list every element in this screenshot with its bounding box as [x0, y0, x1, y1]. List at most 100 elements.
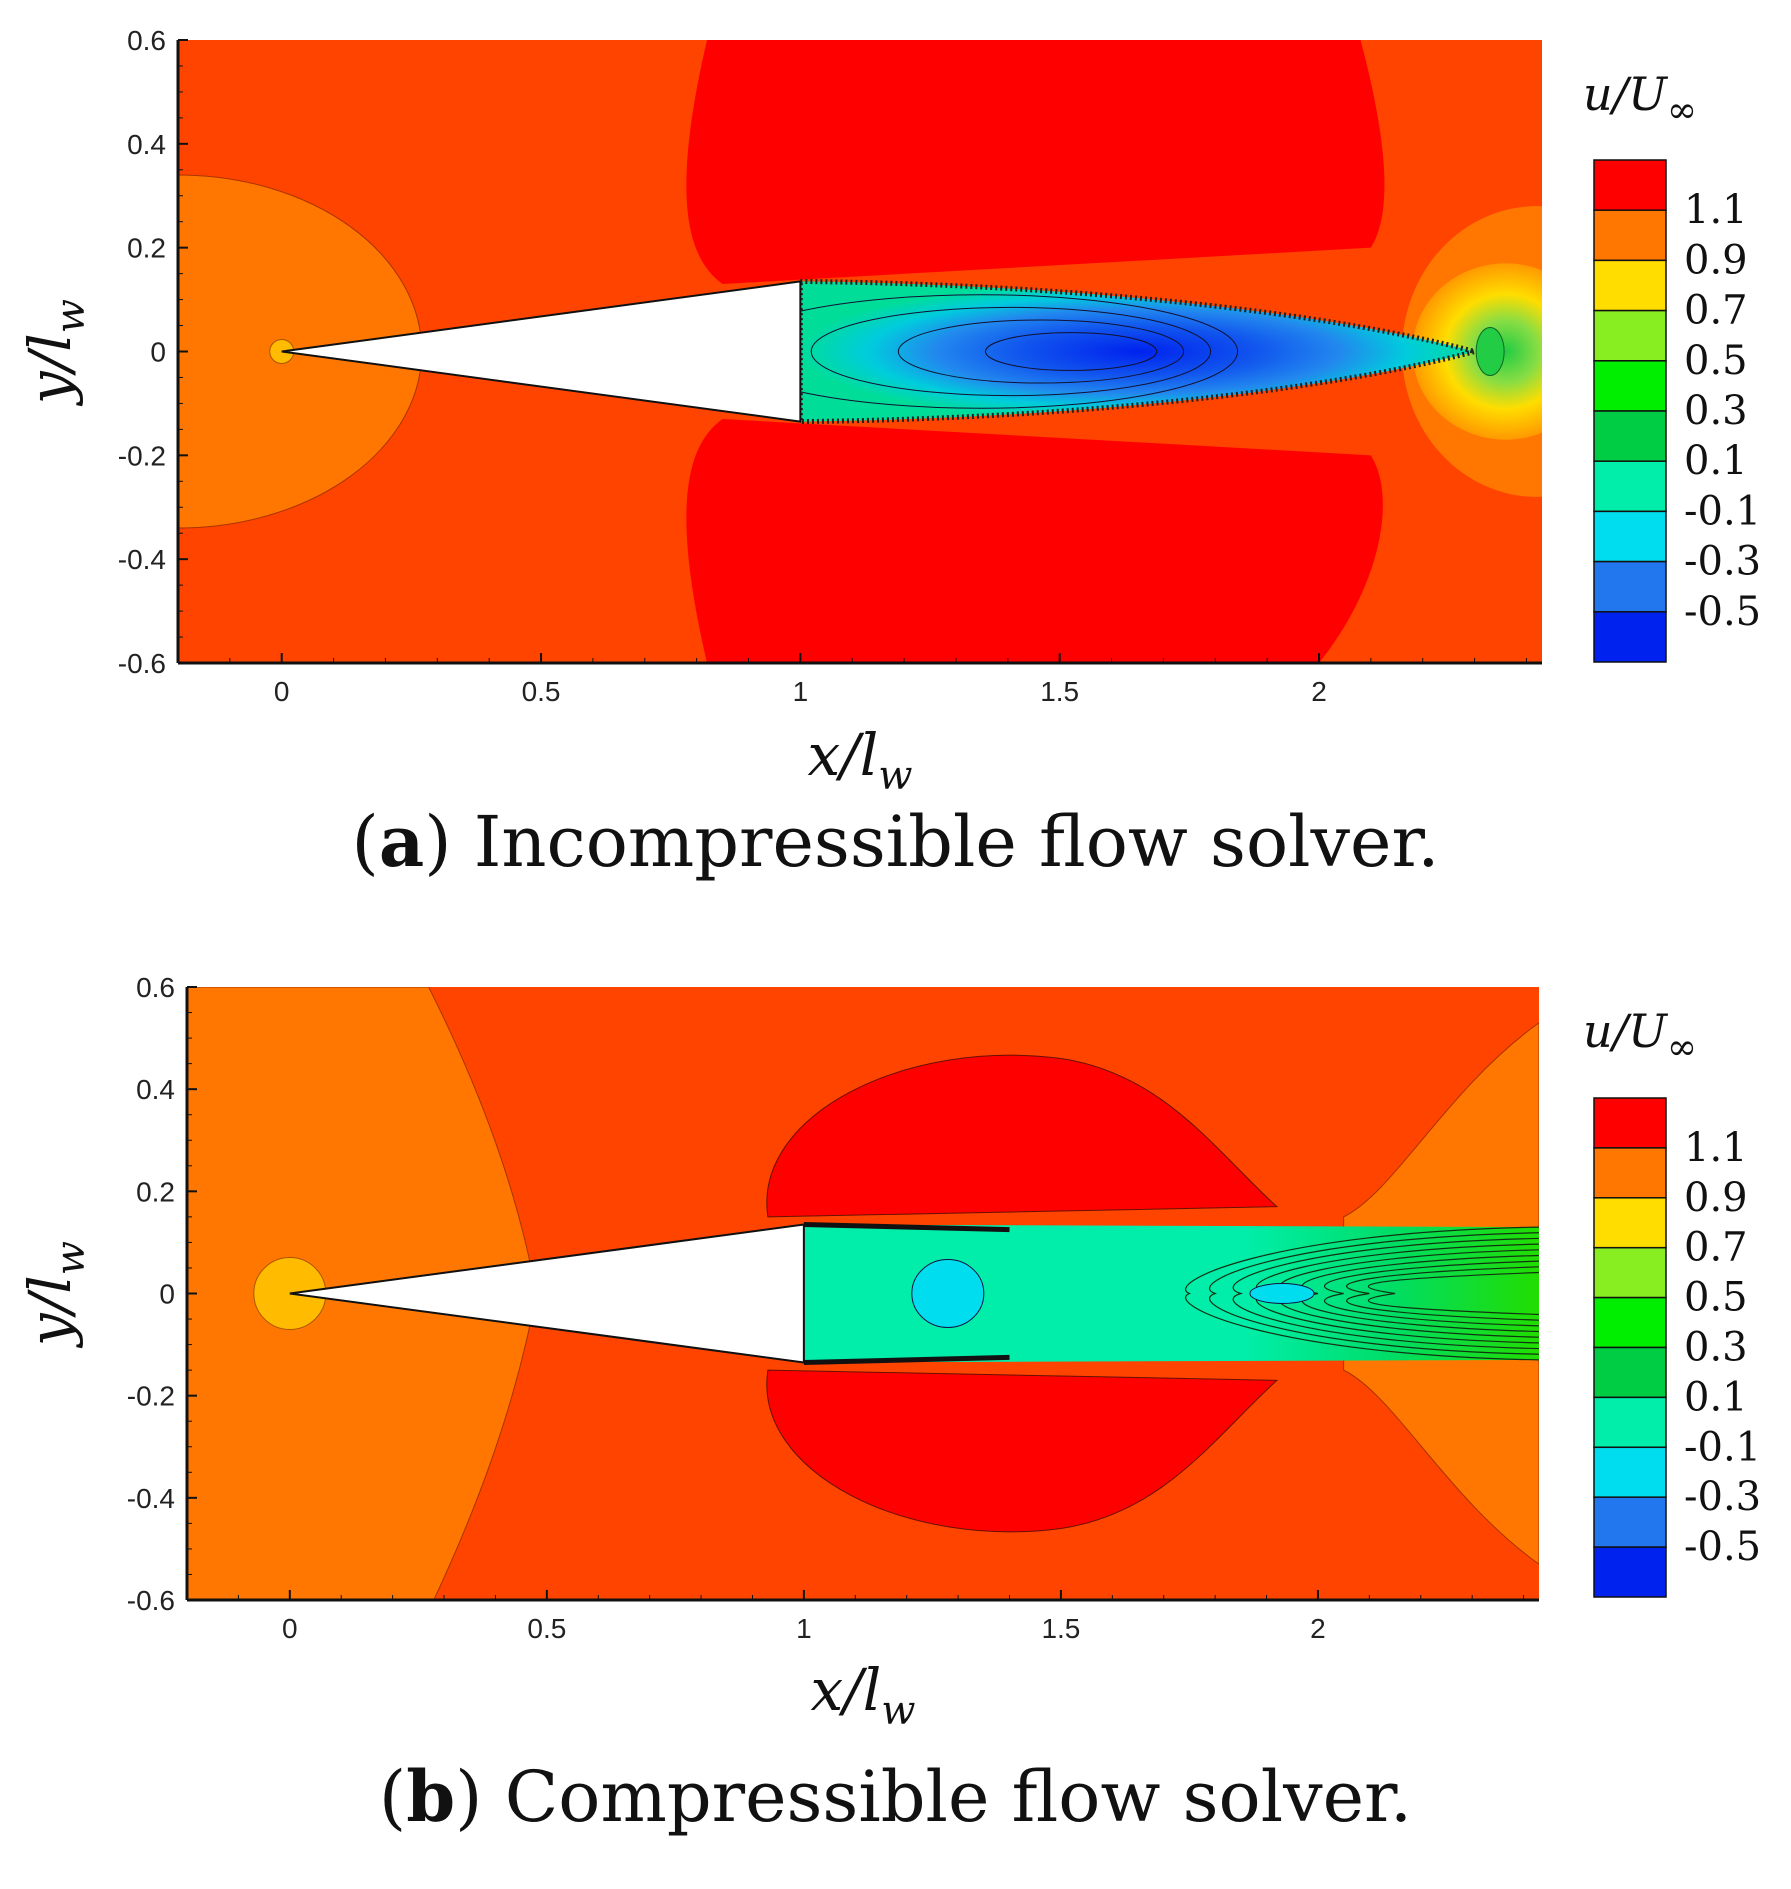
colorbar-level-label: -0.1: [1684, 488, 1761, 534]
colorbar-level-label: 1.1: [1684, 1125, 1748, 1171]
wake-region: [803, 1224, 1539, 1363]
contour-plot-b: 0 0.5 1 1.5 2-0.6-0.4-0.200.20.40.6x/lwy/lw …: [16, 972, 1761, 1734]
colorbar-title-sub: ∞: [1667, 90, 1697, 131]
wake-contour: [1209, 1232, 1539, 1355]
x-tick-label: 0: [282, 1613, 298, 1644]
y-tick-label: 0.4: [136, 1074, 175, 1105]
colorbar-level-label: -0.5: [1684, 1524, 1761, 1570]
panel-a: 0 0.5 1 1.5 2 -0.6 -0.4 -0.2 0 0.2 0.4 0.6 x/lw y/lw …: [16, 25, 1761, 883]
y-tick-label: 0.6: [136, 972, 175, 1003]
x-tick-label: 0: [274, 676, 290, 707]
contour-plot-a: 0 0.5 1 1.5 2-0.6-0.4-0.200.20.40.6x/lwy/lw …: [16, 25, 1761, 799]
wedge-body: [289, 1223, 805, 1364]
wake-contour: [1346, 1266, 1539, 1321]
wake-contour: [810, 306, 1212, 397]
colorbar-swatch: [1593, 1296, 1667, 1349]
x-tick-label: 1: [796, 1613, 812, 1644]
colorbar-swatch: [1593, 309, 1667, 362]
colorbar-level-label: 0.3: [1684, 388, 1748, 434]
colorbar-swatch: [1593, 1346, 1667, 1399]
colorbar-title: u/U∞: [1583, 67, 1697, 131]
colorbar-swatch: [1593, 1396, 1667, 1449]
colorbar-level-label: 0.7: [1684, 1225, 1748, 1271]
colorbar-level-label: 0.1: [1684, 438, 1748, 484]
shear-layer: [803, 1354, 1010, 1365]
wake-contour: [1301, 1254, 1539, 1333]
shear-layer: [803, 1222, 1010, 1233]
colorbar-swatch: [1593, 209, 1667, 262]
colorbar-level-label: 0.9: [1684, 237, 1748, 283]
colorbar-level-label: -0.3: [1684, 539, 1761, 585]
y-tick-label: -0.2: [118, 440, 166, 471]
wake-contour: [985, 332, 1158, 371]
colorbar-swatch: [1593, 360, 1667, 412]
colorbar-swatch: [1593, 510, 1667, 563]
colorbar-swatch: [1593, 1496, 1667, 1548]
x-tick-label: 0.5: [527, 1613, 566, 1644]
recirculation-spot: [911, 1259, 985, 1328]
high-speed-region-upper: [686, 40, 1385, 285]
x-tick-label: 2: [1310, 1613, 1326, 1644]
colorbar-level-label: 1.1: [1684, 187, 1748, 233]
colorbar-a: 1.10.9 0.70.50.30.1-0.1 -0.3-0.5 u/U∞: [1583, 67, 1761, 663]
colorbar-level-label: 0.3: [1684, 1325, 1748, 1371]
wake-region: [797, 278, 1485, 425]
x-axis-title: x/lw: [810, 1656, 915, 1734]
wake-contour: [1232, 1237, 1539, 1350]
colorbar-level-label: -0.3: [1684, 1474, 1761, 1520]
caption-text-a: Incompressible flow solver.: [451, 801, 1440, 883]
colorbar-swatch: [1593, 259, 1667, 312]
y-axis-title-sub: w: [48, 1241, 94, 1275]
colorbar-level-label: -0.1: [1684, 1424, 1761, 1470]
flow-field-b: [187, 987, 1539, 1600]
caption-text-b: Compressible flow solver.: [482, 1756, 1413, 1838]
colorbar-level-label: 0.1: [1684, 1374, 1748, 1420]
y-axis-title: y/lw: [16, 299, 94, 407]
x-tick-label: 1.5: [1041, 1613, 1080, 1644]
y-axis-title-sub: w: [48, 299, 94, 333]
x-axis-title: x/lw: [807, 721, 912, 799]
y-tick-label: -0.6: [118, 648, 166, 679]
colorbar-b: 1.10.90.70.50.30.1-0.1-0.3-0.5 u/U∞: [1583, 1004, 1761, 1598]
x-axis-title-sub: w: [878, 753, 912, 799]
x-tick-label: 1.5: [1040, 676, 1079, 707]
colorbar-title: u/U∞: [1583, 1004, 1697, 1068]
high-speed-region-lower: [766, 1369, 1279, 1533]
y-tick-label: 0.6: [127, 25, 166, 56]
colorbar-swatch: [1593, 1546, 1667, 1598]
high-speed-region-upper: [766, 1054, 1279, 1218]
colorbar-swatch: [1593, 460, 1667, 513]
y-tick-label: 0.2: [127, 233, 166, 264]
caption-letter-b: b: [406, 1755, 456, 1838]
colorbar-swatch: [1593, 159, 1667, 211]
x-tick-label: 0.5: [522, 676, 561, 707]
colorbar-swatch: [1593, 1197, 1667, 1249]
colorbar-swatch: [1593, 1097, 1667, 1149]
y-tick-label: 0: [150, 337, 166, 368]
axes-b: 0 0.5 1 1.5 2 -0.6 -0.4 -0.2 0 0.2 0.4 0.6 x/lw y/lw: [16, 972, 1539, 1734]
caption-letter-a: a: [378, 800, 425, 883]
y-tick-label: 0.4: [127, 129, 166, 160]
colorbar-level-label: -0.5: [1684, 589, 1761, 635]
colorbar-swatch: [1593, 1246, 1667, 1299]
high-speed-region-lower: [686, 418, 1383, 663]
colorbar-swatch: [1593, 1147, 1667, 1199]
colorbar-swatch: [1593, 560, 1667, 613]
wedge-body: [281, 280, 802, 423]
colorbar-title-sub: ∞: [1667, 1027, 1697, 1068]
panel-b: 0 0.5 1 1.5 2 -0.6 -0.4 -0.2 0 0.2 0.4 0.6 x/lw y/lw …: [0, 945, 1791, 1889]
wake-contour: [1367, 1271, 1539, 1316]
y-tick-label: -0.6: [127, 1585, 175, 1616]
y-tick-label: -0.2: [127, 1381, 175, 1412]
x-axis-title-sub: w: [881, 1688, 915, 1734]
y-axis-title: y/lw: [16, 1241, 94, 1349]
colorbar-level-label: 0.9: [1684, 1175, 1748, 1221]
y-tick-label: 0: [159, 1279, 175, 1310]
caption-b: (b) Compressible flow solver.: [378, 1755, 1413, 1838]
colorbar-swatch: [1593, 611, 1667, 663]
caption-a: (a) Incompressible flow solver.: [351, 800, 1440, 883]
colorbar-swatch: [1593, 1446, 1667, 1498]
y-tick-label: -0.4: [118, 544, 166, 575]
flow-field-a: [178, 40, 1542, 663]
x-tick-label: 1: [793, 676, 809, 707]
